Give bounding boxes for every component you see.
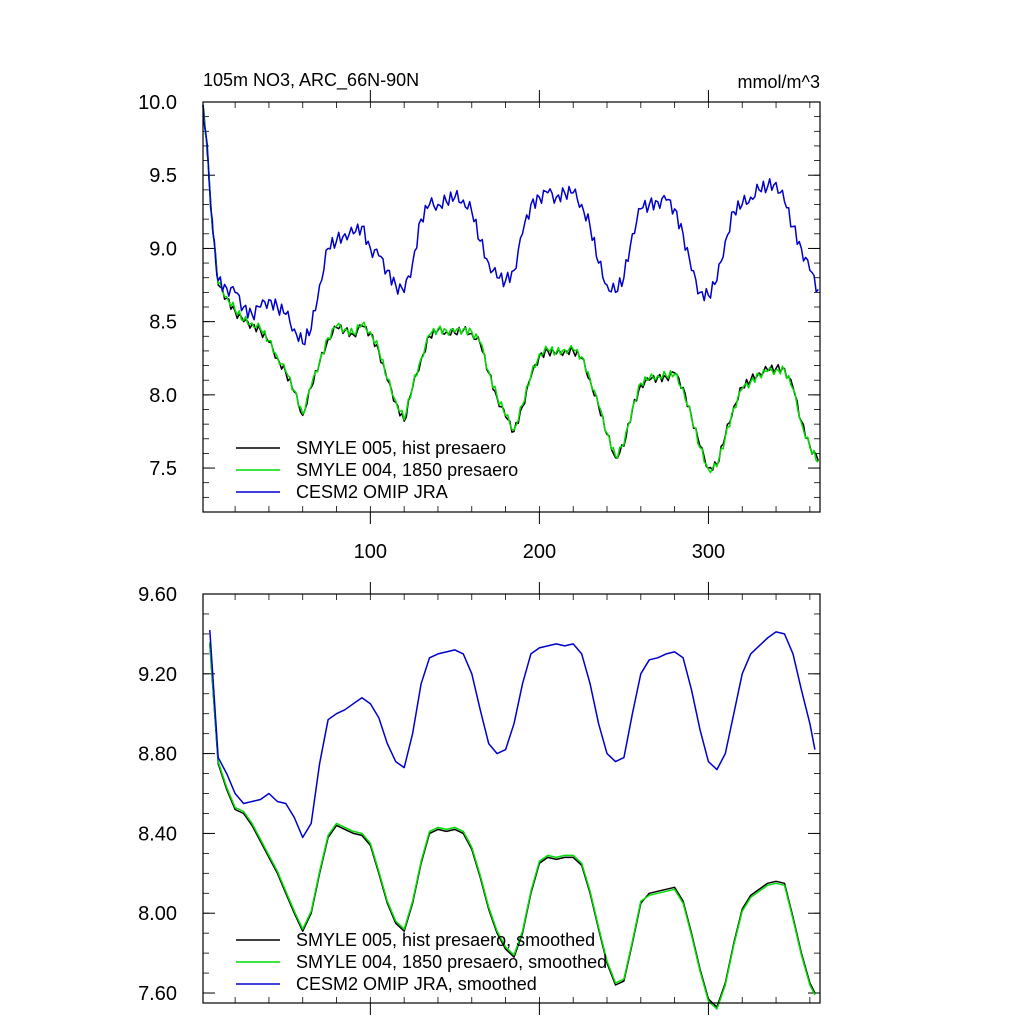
bottom-panel-frame: [202, 593, 821, 1004]
y-tick-label: 7.60: [138, 983, 177, 1005]
x-tick-label: 300: [692, 541, 725, 563]
top-panel-frame: [202, 101, 821, 513]
top-panel-title: 105m NO3, ARC_66N-90N: [203, 70, 419, 91]
y-tick-label: 9.20: [138, 664, 177, 686]
y-tick-label: 9.0: [149, 238, 177, 260]
series-line-1: [202, 104, 819, 474]
y-tick-label: 9.60: [138, 584, 177, 606]
legend-label: SMYLE 005, hist presaero, smoothed: [296, 930, 595, 950]
legend-label: SMYLE 004, 1850 presaero, smoothed: [296, 952, 607, 972]
top-panel-ticks: [203, 90, 820, 524]
top-panel-x-tick-labels: 100 200 300: [354, 541, 725, 563]
legend-label: SMYLE 004, 1850 presaero: [296, 460, 518, 480]
y-tick-label: 7.5: [149, 458, 177, 480]
bottom-panel-ticks: [203, 582, 820, 1015]
x-tick-label: 100: [354, 541, 387, 563]
y-tick-label: 9.5: [149, 165, 177, 187]
y-tick-label: 8.40: [138, 823, 177, 845]
y-tick-label: 8.00: [138, 903, 177, 925]
legend-label: CESM2 OMIP JRA, smoothed: [296, 974, 537, 994]
bottom-panel: 7.60 8.00 8.40 8.80 9.20 9.60 SMYLE 005, hist…: [138, 582, 821, 1015]
legend-label: SMYLE 005, hist presaero: [296, 438, 506, 458]
series-line-2: [209, 629, 816, 839]
bottom-panel-legend: SMYLE 005, hist presaero, smoothedSMYLE …: [236, 930, 607, 994]
bottom-panel-y-tick-labels: 7.60 8.00 8.40 8.80 9.20 9.60: [138, 584, 177, 1005]
top-panel-units: mmol/m^3: [738, 72, 820, 92]
y-tick-label: 8.80: [138, 744, 177, 766]
legend-label: CESM2 OMIP JRA: [296, 482, 448, 502]
y-tick-label: 8.0: [149, 385, 177, 407]
top-panel: 105m NO3, ARC_66N-90N mmol/m^3 7.5 8.0 8.5…: [138, 70, 821, 563]
y-tick-label: 10.0: [138, 92, 177, 114]
x-tick-label: 200: [523, 541, 556, 563]
top-panel-y-tick-labels: 7.5 8.0 8.5 9.0 9.5 10.0: [138, 92, 177, 480]
y-tick-label: 8.5: [149, 312, 177, 334]
series-line-2: [202, 104, 819, 346]
top-panel-series: [202, 104, 820, 474]
series-line-1: [209, 641, 816, 1010]
series-line-0: [202, 104, 820, 471]
bottom-panel-series: [209, 629, 816, 1010]
